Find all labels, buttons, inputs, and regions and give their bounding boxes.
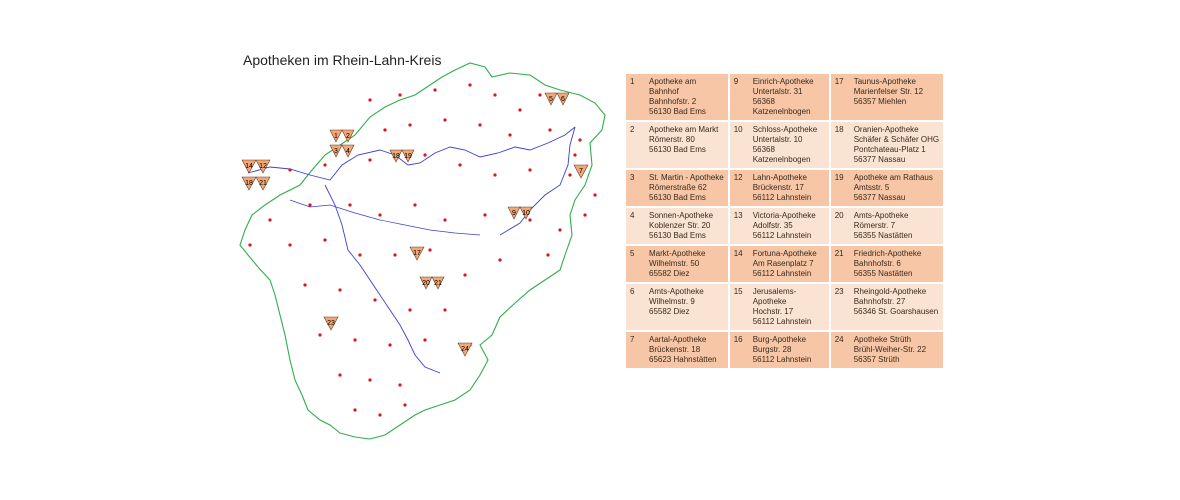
table-row: 2 Apotheke am Markt Römerstr. 80 56130 Bad… [626,121,944,169]
table-row: 3 St. Martin - Apotheke Römerstraße 62 561… [626,169,944,207]
pharmacy-entry: Amts-Apotheke Römerstr. 7 56355 Nastätten [849,207,944,245]
pharmacy-entry: Apotheke Strüth Brühl-Weiher-Str. 22 56357… [849,331,944,369]
aar-river [499,126,576,236]
page-title: Apotheken im Rhein-Lahn-Kreis [243,52,442,68]
pharmacy-entry: Victoria-Apotheke Adolfstr. 35 56112 Lahns… [748,207,830,245]
entry-number: 16 [727,331,749,369]
table-row: 1 Apotheke am Bahnhof Bahnhofstr. 2 56130 B… [626,74,944,121]
entry-number: 13 [727,207,749,245]
entry-number: 9 [727,74,749,121]
marker-label-18: 18 [245,180,253,187]
pharmacy-entry: Rheingold-Apotheke Bahnhofstr. 27 56346 St… [849,283,944,331]
entry-number: 10 [727,121,749,169]
marker-label-5: 5 [549,96,553,103]
creek [289,199,481,236]
entry-number: 7 [626,331,645,369]
pharmacy-entry: Apotheke am Bahnhof Bahnhofstr. 2 56130 Bad… [645,74,729,121]
marker-label-12: 12 [259,163,267,170]
entry-number: 5 [626,245,645,283]
district-border [239,62,606,440]
entry-number: 19 [828,169,850,207]
table-row: 7 Aartal-Apotheke Brückenstr. 18 65623 Hah… [626,331,944,369]
marker-label-20: 20 [422,280,430,287]
entry-number: 1 [626,74,645,121]
marker-label-18b: 18 [392,153,400,160]
table-row: 5 Markt-Apotheke Wilhelmstr. 50 65582 Diez… [626,245,944,283]
entry-number: 24 [828,331,850,369]
entry-number: 15 [727,283,749,331]
entry-number: 4 [626,207,645,245]
pharmacy-entry: Burg-Apotheke Burgstr. 28 56112 Lahnstein [748,331,830,369]
entry-number: 20 [828,207,850,245]
entry-number: 23 [828,283,850,331]
entry-number: 17 [828,74,850,121]
entry-number: 12 [727,169,749,207]
marker-label-2: 2 [346,133,350,140]
entry-number: 6 [626,283,645,331]
pharmacy-entry: Amts-Apotheke Wilhelmstr. 9 65582 Diez [645,283,729,331]
entry-number: 18 [828,121,850,169]
pharmacy-entry: Markt-Apotheke Wilhelmstr. 50 65582 Diez [645,245,729,283]
pharmacy-entry: Schloss-Apotheke Untertalstr. 10 56368 Katz… [748,121,830,169]
marker-label-4: 4 [346,148,350,155]
pharmacy-entry: Friedrich-Apotheke Bahnhofstr. 6 56355 Nas… [849,245,944,283]
marker-label-19: 19 [404,153,412,160]
pharmacy-entry: Lahn-Apotheke Brückenstr. 17 56112 Lahnste… [748,169,830,207]
lahn-river [247,126,576,181]
marker-label-10: 10 [522,210,530,217]
pharmacy-pins [248,83,597,417]
marker-label-23: 23 [327,320,335,327]
marker-label-14: 14 [245,163,253,170]
marker-label-21b: 21 [434,280,442,287]
marker-label-1: 1 [334,133,338,140]
entry-number: 21 [828,245,850,283]
marker-label-24: 24 [461,346,469,353]
entry-number: 2 [626,121,645,169]
pharmacy-markers: 14 12 18 21 1 2 3 4 5 6 7 9 10 18 19 17 [241,92,589,357]
rhine-river [324,184,441,374]
entry-number: 3 [626,169,645,207]
pharmacy-entry: St. Martin - Apotheke Römerstraße 62 56130… [645,169,729,207]
marker-label-9: 9 [512,210,516,217]
entry-number: 14 [727,245,749,283]
marker-label-6: 6 [561,96,565,103]
pharmacy-table: 1 Apotheke am Bahnhof Bahnhofstr. 2 56130 B… [626,74,944,370]
marker-label-17: 17 [413,250,421,257]
marker-label-7: 7 [579,168,583,175]
pharmacy-entry: Sonnen-Apotheke Koblenzer Str. 20 56130 Ba… [645,207,729,245]
table-row: 6 Amts-Apotheke Wilhelmstr. 9 65582 Diez 1… [626,283,944,331]
table-row: 4 Sonnen-Apotheke Koblenzer Str. 20 56130 … [626,207,944,245]
pharmacy-entry: Jerusalems- Apotheke Hochstr. 17 56112 Lahn… [748,283,830,331]
marker-label-3: 3 [334,148,338,155]
pharmacy-entry: Taunus-Apotheke Marienfelser Str. 12 56357… [849,74,944,121]
pharmacy-entry: Oranien-Apotheke Schäfer & Schäfer OHG Pon… [849,121,944,169]
marker-label-21: 21 [259,180,267,187]
district-map: 14 12 18 21 1 2 3 4 5 6 7 9 10 18 19 17 [239,62,606,440]
pharmacy-entry: Fortuna-Apotheke Am Rasenplatz 7 56112 Lah… [748,245,830,283]
pharmacy-entry: Apotheke am Markt Römerstr. 80 56130 Bad E… [645,121,729,169]
pharmacy-entry: Aartal-Apotheke Brückenstr. 18 65623 Hahns… [645,331,729,369]
pharmacy-entry: Einrich-Apotheke Untertalstr. 31 56368 Katz… [748,74,830,121]
pharmacy-entry: Apotheke am Rathaus Amtsstr. 5 56377 Nassa… [849,169,944,207]
